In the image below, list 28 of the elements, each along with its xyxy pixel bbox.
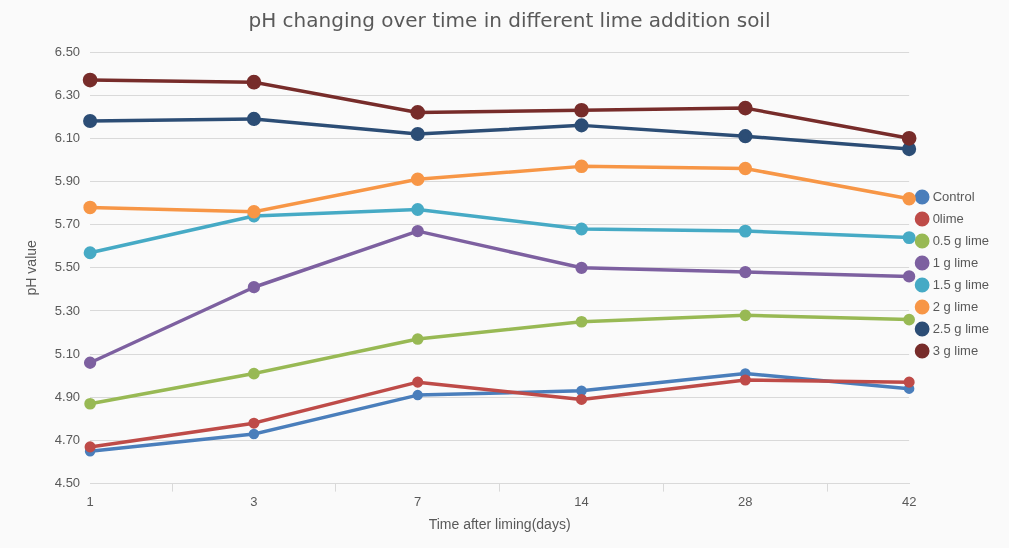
x-tick-label: 14	[574, 493, 589, 509]
x-tick-label: 28	[738, 493, 753, 509]
legend-label: 2 g lime	[932, 298, 979, 314]
legend-label: 2.5 g lime	[932, 320, 990, 336]
x-axis-title: Time after liming(days)	[428, 516, 571, 533]
legend-label: 1.5 g lime	[932, 276, 990, 292]
x-tick-label: 1	[86, 493, 94, 509]
x-tick-label: 3	[250, 493, 258, 509]
legend-label: 3 g lime	[932, 342, 979, 358]
y-tick-label: 4.50	[54, 475, 81, 491]
y-axis-title: pH value	[23, 239, 40, 296]
y-tick-label: 6.30	[54, 86, 81, 102]
legend-label: Control	[932, 188, 975, 204]
y-tick-label: 6.50	[54, 43, 81, 59]
y-tick-label: 4.90	[54, 388, 81, 404]
legend-label: 0.5 g lime	[932, 232, 990, 248]
legend-label: 0lime	[932, 210, 964, 226]
y-tick-label: 5.50	[54, 259, 81, 275]
legend-label: 1 g lime	[932, 254, 979, 270]
x-tick-label: 7	[414, 493, 422, 509]
y-tick-label: 4.70	[54, 432, 81, 448]
x-tick-label: 42	[901, 493, 917, 509]
y-tick-label: 6.10	[54, 129, 81, 145]
y-tick-label: 5.90	[54, 173, 81, 189]
y-tick-label: 5.30	[54, 302, 81, 318]
y-tick-label: 5.70	[54, 216, 81, 232]
y-tick-label: 5.10	[54, 345, 81, 361]
chart-title: pH changing over time in different lime addition soil	[248, 8, 771, 33]
